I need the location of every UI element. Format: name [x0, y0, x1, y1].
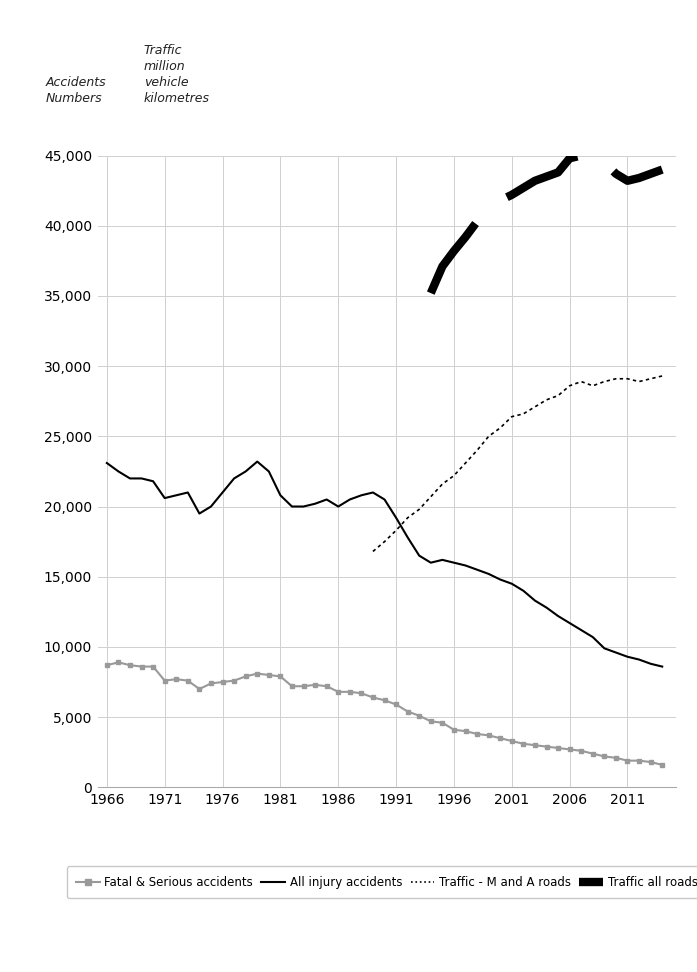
Text: Traffic
million
vehicle
kilometres: Traffic million vehicle kilometres: [144, 44, 210, 105]
Legend: Fatal & Serious accidents, All injury accidents, Traffic - M and A roads, Traffi: Fatal & Serious accidents, All injury ac…: [67, 866, 697, 898]
Text: Accidents
Numbers: Accidents Numbers: [45, 76, 106, 105]
